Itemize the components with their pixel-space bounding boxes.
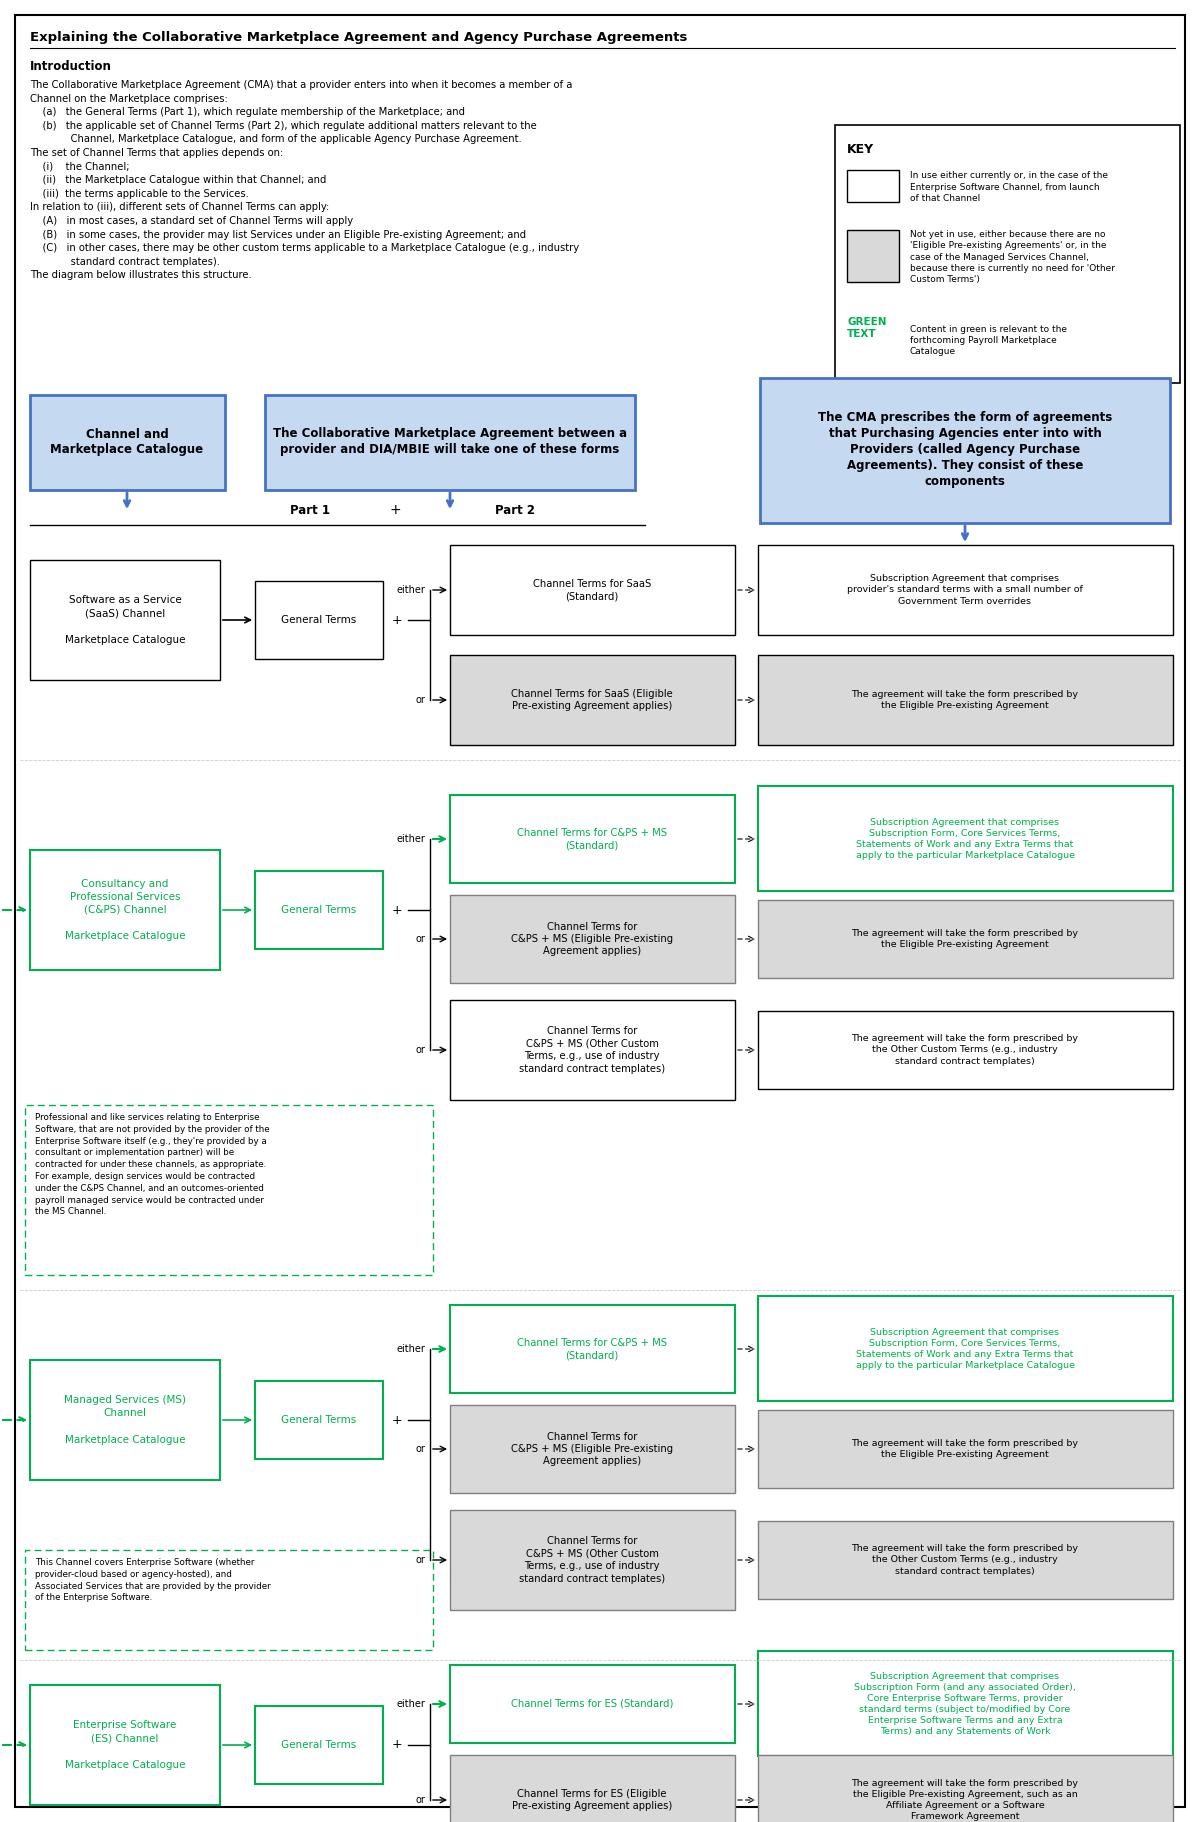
FancyBboxPatch shape bbox=[450, 895, 734, 984]
Text: Channel Terms for ES (Eligible
Pre-existing Agreement applies): Channel Terms for ES (Eligible Pre-exist… bbox=[512, 1789, 672, 1811]
Text: General Terms: General Terms bbox=[281, 616, 356, 625]
Text: Channel Terms for
C&PS + MS (Eligible Pre-existing
Agreement applies): Channel Terms for C&PS + MS (Eligible Pr… bbox=[511, 922, 673, 957]
Text: +: + bbox=[389, 503, 401, 517]
Text: Channel Terms for SaaS
(Standard): Channel Terms for SaaS (Standard) bbox=[533, 579, 652, 601]
FancyBboxPatch shape bbox=[256, 871, 383, 949]
Text: General Terms: General Terms bbox=[281, 1740, 356, 1749]
Text: either: either bbox=[396, 1698, 425, 1709]
FancyBboxPatch shape bbox=[265, 395, 635, 490]
FancyBboxPatch shape bbox=[450, 1755, 734, 1822]
Text: Channel Terms for SaaS (Eligible
Pre-existing Agreement applies): Channel Terms for SaaS (Eligible Pre-exi… bbox=[511, 689, 673, 711]
FancyBboxPatch shape bbox=[30, 559, 220, 680]
Text: or: or bbox=[415, 1445, 425, 1454]
FancyBboxPatch shape bbox=[450, 1405, 734, 1492]
Text: +: + bbox=[391, 904, 402, 916]
Text: Subscription Agreement that comprises
Subscription Form, Core Services Terms,
St: Subscription Agreement that comprises Su… bbox=[856, 818, 1074, 860]
FancyBboxPatch shape bbox=[758, 1011, 1174, 1090]
FancyBboxPatch shape bbox=[760, 377, 1170, 523]
Text: The agreement will take the form prescribed by
the Eligible Pre-existing Agreeme: The agreement will take the form prescri… bbox=[852, 1778, 1079, 1822]
Text: Channel Terms for ES (Standard): Channel Terms for ES (Standard) bbox=[511, 1698, 673, 1709]
FancyBboxPatch shape bbox=[835, 126, 1180, 383]
FancyBboxPatch shape bbox=[14, 15, 1186, 1807]
FancyBboxPatch shape bbox=[758, 1295, 1174, 1401]
Text: The agreement will take the form prescribed by
the Other Custom Terms (e.g., ind: The agreement will take the form prescri… bbox=[852, 1035, 1079, 1066]
FancyBboxPatch shape bbox=[758, 1651, 1174, 1756]
Text: The agreement will take the form prescribed by
the Eligible Pre-existing Agreeme: The agreement will take the form prescri… bbox=[852, 929, 1079, 949]
Text: The CMA prescribes the form of agreements
that Purchasing Agencies enter into wi: The CMA prescribes the form of agreement… bbox=[818, 412, 1112, 488]
Text: Channel Terms for
C&PS + MS (Other Custom
Terms, e.g., use of industry
standard : Channel Terms for C&PS + MS (Other Custo… bbox=[518, 1536, 665, 1583]
Text: The Collaborative Marketplace Agreement (CMA) that a provider enters into when i: The Collaborative Marketplace Agreement … bbox=[30, 80, 580, 281]
FancyBboxPatch shape bbox=[758, 900, 1174, 978]
Text: Consultancy and
Professional Services
(C&PS) Channel

Marketplace Catalogue: Consultancy and Professional Services (C… bbox=[65, 878, 185, 942]
FancyBboxPatch shape bbox=[30, 395, 226, 490]
Text: The agreement will take the form prescribed by
the Other Custom Terms (e.g., ind: The agreement will take the form prescri… bbox=[852, 1545, 1079, 1576]
Text: The Collaborative Marketplace Agreement between a
provider and DIA/MBIE will tak: The Collaborative Marketplace Agreement … bbox=[272, 428, 628, 457]
FancyBboxPatch shape bbox=[450, 1665, 734, 1744]
FancyBboxPatch shape bbox=[758, 545, 1174, 636]
FancyBboxPatch shape bbox=[847, 230, 899, 282]
Text: Channel Terms for C&PS + MS
(Standard): Channel Terms for C&PS + MS (Standard) bbox=[517, 827, 667, 851]
Text: Channel and
Marketplace Catalogue: Channel and Marketplace Catalogue bbox=[50, 428, 204, 457]
Text: +: + bbox=[391, 614, 402, 627]
Text: Channel Terms for
C&PS + MS (Eligible Pre-existing
Agreement applies): Channel Terms for C&PS + MS (Eligible Pr… bbox=[511, 1432, 673, 1467]
Text: General Terms: General Terms bbox=[281, 1416, 356, 1425]
Text: Channel Terms for C&PS + MS
(Standard): Channel Terms for C&PS + MS (Standard) bbox=[517, 1337, 667, 1361]
Text: The agreement will take the form prescribed by
the Eligible Pre-existing Agreeme: The agreement will take the form prescri… bbox=[852, 1439, 1079, 1459]
Text: either: either bbox=[396, 834, 425, 844]
Text: or: or bbox=[415, 935, 425, 944]
Text: Enterprise Software
(ES) Channel

Marketplace Catalogue: Enterprise Software (ES) Channel Marketp… bbox=[65, 1720, 185, 1769]
Text: Software as a Service
(SaaS) Channel

Marketplace Catalogue: Software as a Service (SaaS) Channel Mar… bbox=[65, 596, 185, 645]
FancyBboxPatch shape bbox=[30, 1685, 220, 1806]
FancyBboxPatch shape bbox=[450, 1305, 734, 1394]
Text: Subscription Agreement that comprises
provider's standard terms with a small num: Subscription Agreement that comprises pr… bbox=[847, 574, 1082, 605]
Text: Content in green is relevant to the
forthcoming Payroll Marketplace
Catalogue: Content in green is relevant to the fort… bbox=[910, 324, 1067, 355]
Text: Subscription Agreement that comprises
Subscription Form (and any associated Orde: Subscription Agreement that comprises Su… bbox=[854, 1673, 1076, 1736]
Text: either: either bbox=[396, 1345, 425, 1354]
Text: General Terms: General Terms bbox=[281, 906, 356, 915]
Text: Part 1: Part 1 bbox=[290, 503, 330, 516]
Text: Professional and like services relating to Enterprise
Software, that are not pro: Professional and like services relating … bbox=[35, 1113, 270, 1217]
FancyBboxPatch shape bbox=[758, 1755, 1174, 1822]
Text: Not yet in use, either because there are no
'Eligible Pre-existing Agreements' o: Not yet in use, either because there are… bbox=[910, 230, 1115, 284]
Text: Managed Services (MS)
Channel

Marketplace Catalogue: Managed Services (MS) Channel Marketplac… bbox=[64, 1396, 186, 1445]
Text: Part 2: Part 2 bbox=[496, 503, 535, 516]
Text: +: + bbox=[391, 1414, 402, 1427]
FancyBboxPatch shape bbox=[450, 1510, 734, 1611]
Text: The agreement will take the form prescribed by
the Eligible Pre-existing Agreeme: The agreement will take the form prescri… bbox=[852, 691, 1079, 711]
FancyBboxPatch shape bbox=[256, 1705, 383, 1784]
Text: This Channel covers Enterprise Software (whether
provider-cloud based or agency-: This Channel covers Enterprise Software … bbox=[35, 1558, 271, 1602]
FancyBboxPatch shape bbox=[758, 1410, 1174, 1489]
FancyBboxPatch shape bbox=[30, 851, 220, 969]
FancyBboxPatch shape bbox=[256, 581, 383, 660]
FancyBboxPatch shape bbox=[450, 654, 734, 745]
FancyBboxPatch shape bbox=[256, 1381, 383, 1459]
Text: or: or bbox=[415, 1795, 425, 1806]
Text: +: + bbox=[391, 1738, 402, 1751]
Text: either: either bbox=[396, 585, 425, 596]
FancyBboxPatch shape bbox=[30, 1359, 220, 1479]
FancyBboxPatch shape bbox=[450, 794, 734, 884]
FancyBboxPatch shape bbox=[758, 785, 1174, 891]
FancyBboxPatch shape bbox=[758, 1521, 1174, 1600]
Text: or: or bbox=[415, 1046, 425, 1055]
Text: KEY: KEY bbox=[847, 142, 874, 157]
Text: Subscription Agreement that comprises
Subscription Form, Core Services Terms,
St: Subscription Agreement that comprises Su… bbox=[856, 1328, 1074, 1370]
Text: Introduction: Introduction bbox=[30, 60, 112, 73]
FancyBboxPatch shape bbox=[450, 1000, 734, 1100]
FancyBboxPatch shape bbox=[847, 169, 899, 202]
Text: Channel Terms for
C&PS + MS (Other Custom
Terms, e.g., use of industry
standard : Channel Terms for C&PS + MS (Other Custo… bbox=[518, 1026, 665, 1073]
Text: or: or bbox=[415, 1554, 425, 1565]
FancyBboxPatch shape bbox=[758, 654, 1174, 745]
Text: or: or bbox=[415, 694, 425, 705]
FancyBboxPatch shape bbox=[450, 545, 734, 636]
Text: Explaining the Collaborative Marketplace Agreement and Agency Purchase Agreement: Explaining the Collaborative Marketplace… bbox=[30, 31, 688, 44]
Text: GREEN
TEXT: GREEN TEXT bbox=[847, 317, 887, 339]
Text: In use either currently or, in the case of the
Enterprise Software Channel, from: In use either currently or, in the case … bbox=[910, 171, 1108, 202]
